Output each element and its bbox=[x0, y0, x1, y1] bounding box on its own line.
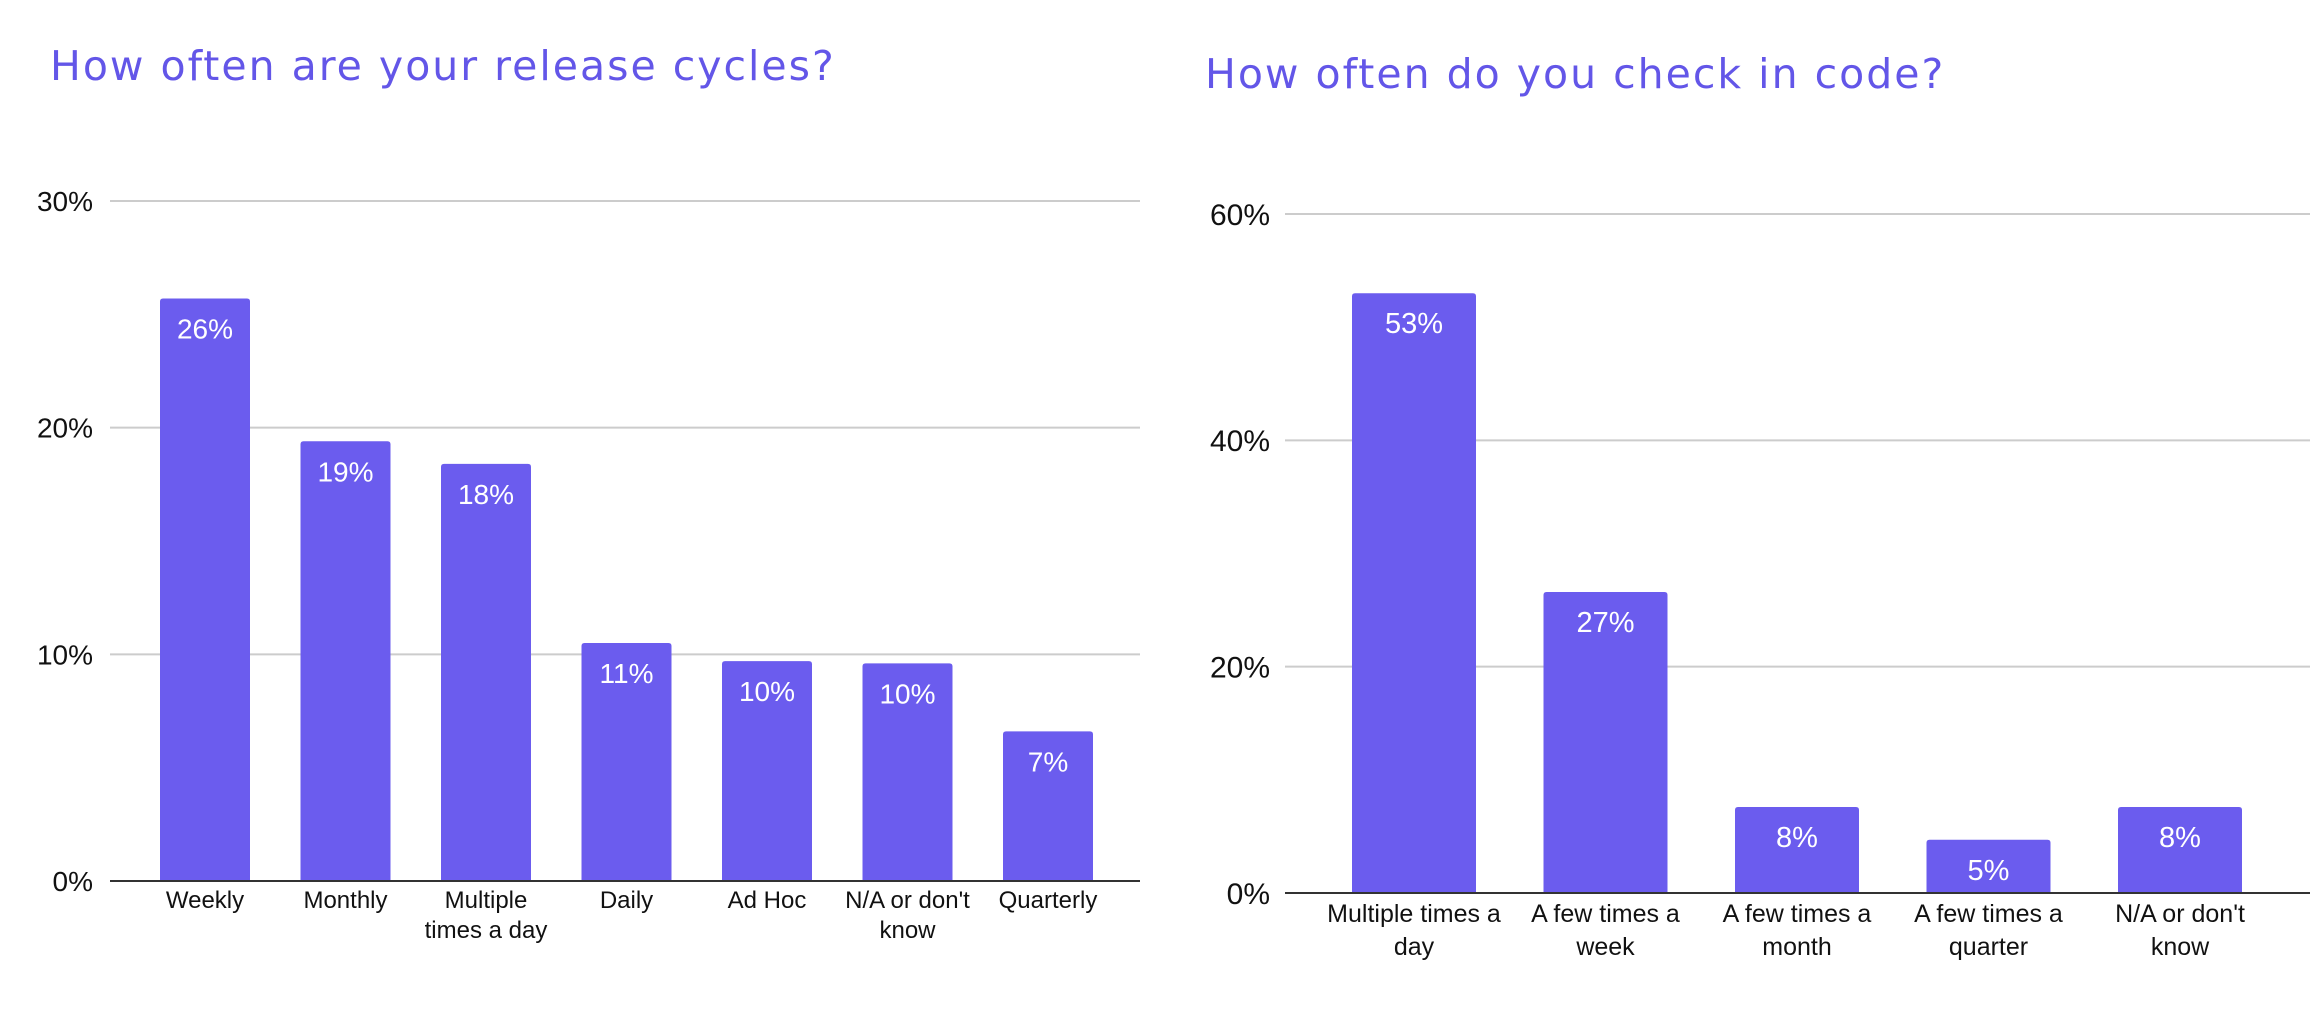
data-label: 26% bbox=[177, 313, 233, 344]
category-label: Multiple times a day bbox=[425, 887, 548, 944]
bar bbox=[2118, 806, 2242, 893]
y-tick-label: 0% bbox=[1227, 878, 1270, 911]
category-label: N/A or don't know bbox=[2115, 900, 2245, 961]
bar bbox=[1543, 591, 1668, 893]
category-label: Quarterly bbox=[999, 887, 1098, 914]
y-tick-label: 20% bbox=[37, 413, 93, 444]
bar bbox=[1735, 806, 1859, 893]
data-label: 10% bbox=[739, 676, 795, 707]
data-label: 10% bbox=[879, 678, 935, 709]
category-label: Monthly bbox=[303, 887, 387, 914]
y-tick-label: 60% bbox=[1210, 199, 1270, 232]
data-label: 8% bbox=[2159, 822, 2201, 854]
bar bbox=[722, 661, 812, 881]
data-label: 19% bbox=[317, 456, 373, 487]
category-label: Weekly bbox=[166, 887, 244, 914]
category-label: A few times a quarter bbox=[1914, 900, 2063, 961]
category-label: Daily bbox=[600, 887, 653, 914]
category-label: A few times a week bbox=[1531, 900, 1680, 961]
y-tick-label: 30% bbox=[37, 186, 93, 217]
chart-title: How often are your release cycles? bbox=[50, 42, 836, 90]
chart-title: How often do you check in code? bbox=[1205, 50, 1946, 98]
data-label: 5% bbox=[1968, 855, 2010, 887]
bar bbox=[581, 643, 672, 881]
category-label: Multiple times a day bbox=[1327, 900, 1501, 961]
category-label: A few times a month bbox=[1723, 900, 1872, 961]
data-label: 11% bbox=[600, 658, 654, 689]
data-label: 27% bbox=[1576, 607, 1634, 639]
bar bbox=[160, 298, 250, 881]
y-tick-label: 0% bbox=[53, 866, 93, 897]
bar bbox=[441, 463, 531, 881]
category-label: N/A or don't know bbox=[845, 887, 970, 944]
y-tick-label: 10% bbox=[37, 639, 93, 670]
data-label: 53% bbox=[1385, 308, 1443, 340]
bar bbox=[1926, 839, 2051, 893]
bar bbox=[300, 441, 391, 881]
category-label: Ad Hoc bbox=[728, 887, 807, 914]
data-label: 7% bbox=[1028, 746, 1068, 777]
data-label: 8% bbox=[1776, 822, 1818, 854]
data-label: 18% bbox=[458, 479, 514, 510]
bar bbox=[862, 663, 953, 881]
y-tick-label: 40% bbox=[1210, 425, 1270, 458]
bar bbox=[1003, 731, 1093, 881]
y-tick-label: 20% bbox=[1210, 651, 1270, 684]
bar bbox=[1352, 293, 1476, 893]
